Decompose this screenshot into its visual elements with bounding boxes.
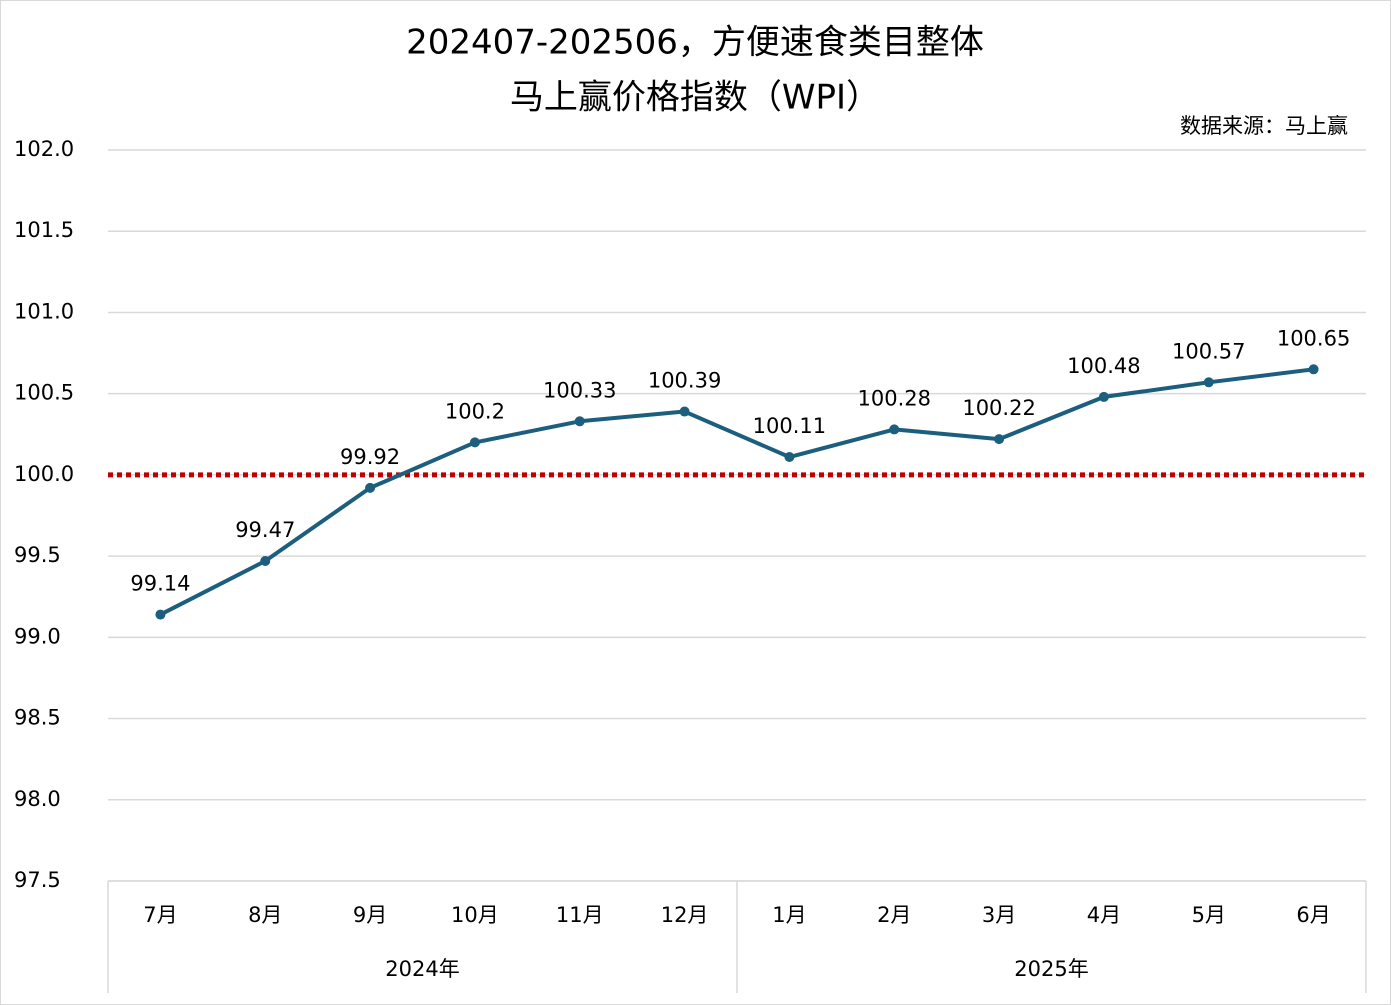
- x-tick-label: 3月: [982, 903, 1016, 927]
- x-tick-label: 6月: [1296, 903, 1330, 927]
- x-tick-label: 10月: [451, 903, 499, 927]
- y-tick-label: 100.0: [14, 462, 74, 486]
- data-point: [574, 416, 585, 427]
- y-tick-label: 98.5: [14, 706, 61, 730]
- x-group-label: 2024年: [385, 957, 459, 981]
- data-label: 100.28: [858, 386, 931, 410]
- x-tick-label: 9月: [353, 903, 387, 927]
- chart-title: 202407-202506，方便速食类目整体: [406, 23, 984, 63]
- data-label: 100.2: [445, 399, 505, 423]
- x-tick-label: 12月: [661, 903, 709, 927]
- series-line: [159, 367, 1314, 617]
- data-point: [784, 452, 795, 463]
- y-tick-label: 101.5: [14, 218, 74, 242]
- x-tick-label: 5月: [1192, 903, 1226, 927]
- data-point: [679, 406, 690, 417]
- data-label: 99.47: [235, 518, 295, 542]
- data-label: 99.14: [130, 572, 190, 596]
- data-point: [1308, 364, 1319, 375]
- x-group-label: 2025年: [1014, 957, 1088, 981]
- data-label: 100.11: [753, 414, 826, 438]
- x-tick-label: 2月: [877, 903, 911, 927]
- y-tick-label: 99.0: [14, 624, 61, 648]
- data-point: [155, 609, 166, 620]
- x-tick-label: 4月: [1087, 903, 1121, 927]
- y-tick-label: 99.5: [14, 543, 61, 567]
- data-point: [365, 482, 376, 493]
- x-tick-label: 8月: [248, 903, 282, 927]
- data-point: [469, 437, 480, 448]
- data-point: [260, 555, 271, 566]
- y-tick-label: 102.0: [14, 137, 74, 161]
- y-tick-label: 100.5: [14, 381, 74, 405]
- data-label: 99.92: [340, 445, 400, 469]
- data-point: [889, 424, 900, 435]
- data-point: [1098, 391, 1109, 402]
- data-label: 100.22: [962, 396, 1035, 420]
- chart-title: 马上赢价格指数（WPI）: [510, 78, 880, 118]
- data-label: 100.57: [1172, 339, 1245, 363]
- data-point: [1203, 377, 1214, 388]
- x-tick-label: 1月: [772, 903, 806, 927]
- data-label: 100.39: [648, 369, 721, 393]
- y-tick-label: 101.0: [14, 299, 74, 323]
- x-tick-label: 11月: [556, 903, 604, 927]
- x-tick-label: 7月: [143, 903, 177, 927]
- y-tick-label: 98.0: [14, 787, 61, 811]
- data-label: 100.48: [1067, 354, 1140, 378]
- y-tick-label: 97.5: [14, 868, 61, 892]
- data-label: 100.65: [1277, 326, 1350, 350]
- data-point: [994, 434, 1005, 445]
- data-label: 100.33: [543, 378, 616, 402]
- source-note: 数据来源：马上赢: [1180, 114, 1348, 138]
